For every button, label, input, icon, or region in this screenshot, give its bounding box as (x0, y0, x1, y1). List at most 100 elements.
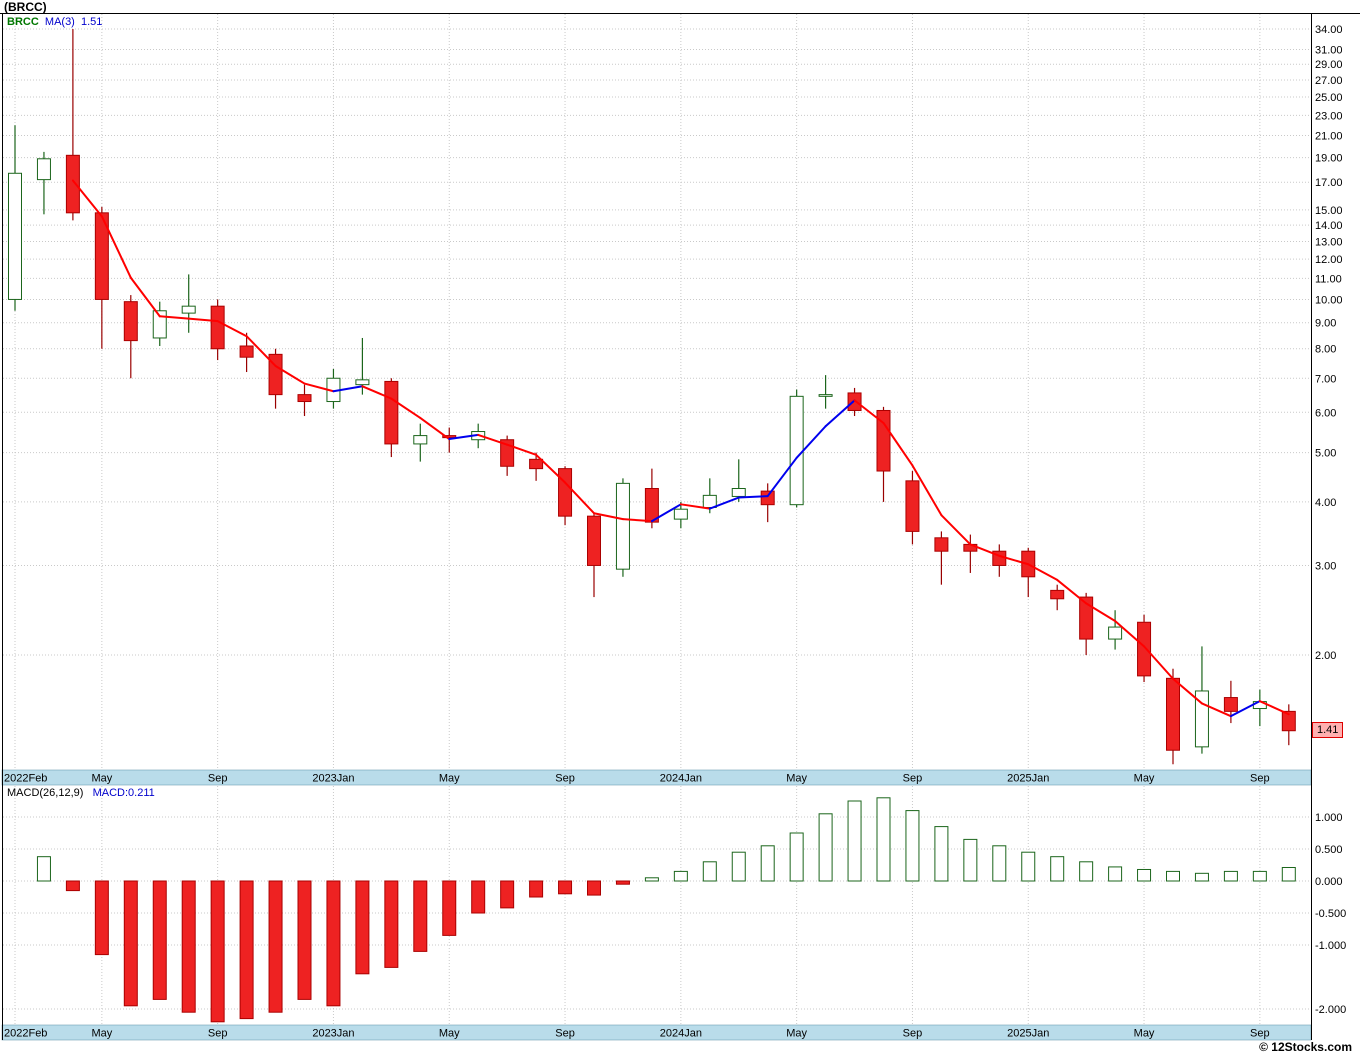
svg-text:2022Feb: 2022Feb (4, 1028, 47, 1040)
macd-bar-positive (644, 877, 659, 882)
axis-strips (1, 769, 1312, 1041)
svg-text:2024Jan: 2024Jan (660, 1028, 702, 1040)
month-axis-bottom: 2022Feb May Sep 2023Jan May Sep 2024Jan May Sep 2… (4, 1028, 1270, 1040)
svg-text:13.00: 13.00 (1315, 236, 1343, 248)
macd-bar-negative (268, 880, 283, 1013)
macd-bar-positive (963, 838, 978, 882)
svg-text:17.00: 17.00 (1315, 177, 1343, 189)
price-legend: BRCC MA(3) 1.51 (7, 16, 102, 28)
candle-body (152, 310, 167, 339)
candle-body (673, 508, 688, 520)
candle-body (731, 488, 746, 497)
macd-bar-positive (1021, 851, 1036, 882)
svg-text:0.000: 0.000 (1315, 876, 1343, 888)
macd-bar-negative (471, 880, 486, 914)
candle-body (789, 395, 804, 506)
chart-frame (0, 13, 1360, 1040)
macd-bar-positive (1281, 866, 1296, 882)
svg-text:2025Jan: 2025Jan (1007, 1028, 1049, 1040)
macd-bar-negative (181, 880, 196, 1013)
svg-text:Sep: Sep (903, 1028, 923, 1040)
svg-text:May: May (786, 1028, 807, 1040)
macd-bar-negative (500, 880, 515, 909)
svg-text:2023Jan: 2023Jan (312, 773, 354, 785)
svg-text:1.000: 1.000 (1315, 812, 1343, 824)
candle-body (297, 394, 312, 403)
legend-ma-value: 1.51 (80, 16, 103, 28)
svg-text:May: May (439, 1028, 460, 1040)
macd-legend: MACD(26,12,9) MACD:0.211 (7, 787, 155, 799)
svg-text:May: May (91, 773, 112, 785)
candle-body (36, 158, 51, 181)
macd-bar-positive (1166, 870, 1180, 882)
macd-bar-negative (94, 880, 109, 956)
svg-text:Sep: Sep (208, 773, 228, 785)
svg-text:Sep: Sep (208, 1028, 228, 1040)
svg-text:11.00: 11.00 (1315, 273, 1342, 285)
macd-bar-negative (413, 880, 428, 952)
macd-bar-negative (384, 880, 399, 968)
svg-text:-2.000: -2.000 (1315, 1004, 1346, 1016)
macd-bar-negative (355, 880, 370, 975)
candle-body (934, 537, 949, 552)
candle-body (384, 380, 399, 445)
macd-bar-positive (876, 797, 891, 882)
candle-body (181, 305, 196, 314)
svg-text:31.00: 31.00 (1315, 44, 1343, 56)
month-axis-top: 2022Feb May Sep 2023Jan May Sep 2024Jan May Sep 2… (4, 773, 1270, 785)
svg-text:-0.500: -0.500 (1315, 908, 1346, 920)
macd-bar-positive (1137, 868, 1152, 882)
candle-body (65, 154, 80, 214)
svg-text:9.00: 9.00 (1315, 318, 1336, 330)
watermark: © 12Stocks.com (1259, 1040, 1352, 1054)
svg-text:8.00: 8.00 (1315, 344, 1336, 356)
candle-body (1079, 596, 1094, 640)
macd-value: MACD:0.211 (92, 787, 155, 799)
svg-text:May: May (91, 1028, 112, 1040)
macd-bar-positive (789, 832, 804, 882)
svg-text:34.00: 34.00 (1315, 24, 1343, 36)
macd-bar-positive (905, 810, 920, 882)
macd-bar-positive (1079, 861, 1094, 882)
candle-body (1223, 697, 1238, 712)
svg-text:3.00: 3.00 (1315, 560, 1336, 572)
macd-bar-negative (297, 880, 312, 1000)
macd-bar-negative (442, 880, 457, 936)
macd-bar-positive (1252, 870, 1267, 882)
macd-bar-positive (673, 870, 688, 882)
svg-text:Sep: Sep (555, 773, 575, 785)
svg-text:19.00: 19.00 (1315, 153, 1343, 165)
macd-label: MACD(26,12,9) (7, 787, 84, 799)
svg-text:15.00: 15.00 (1315, 205, 1343, 217)
svg-text:May: May (786, 773, 807, 785)
last-price-tag: 1.41 (1312, 721, 1344, 738)
svg-text:6.00: 6.00 (1315, 407, 1336, 419)
candle-body (413, 435, 428, 445)
macd-bar-positive (760, 845, 775, 882)
legend-ma-label: MA(3) (44, 16, 75, 28)
svg-text:May: May (1134, 1028, 1155, 1040)
svg-text:2.00: 2.00 (1315, 650, 1336, 662)
macd-bar-positive (1108, 866, 1123, 882)
svg-text:25.00: 25.00 (1315, 92, 1343, 104)
macd-bar-positive (36, 856, 51, 882)
svg-text:4.00: 4.00 (1315, 497, 1336, 509)
macd-bar-positive (818, 813, 833, 882)
candle-body (644, 488, 659, 523)
svg-text:29.00: 29.00 (1315, 59, 1343, 71)
macd-bar-negative (152, 880, 167, 1000)
macd-bar-negative (239, 880, 254, 1020)
candle-body (615, 482, 630, 570)
macd-bar-negative (558, 880, 573, 895)
chart-title: (BRCC) (4, 0, 47, 14)
macd-histogram (36, 797, 1296, 1023)
candle-body (355, 379, 370, 386)
svg-text:0.500: 0.500 (1315, 844, 1343, 856)
candle-body (702, 494, 717, 508)
macd-bar-negative (210, 880, 225, 1023)
macd-bar-negative (615, 880, 630, 885)
macd-bar-positive (847, 800, 862, 882)
svg-text:Sep: Sep (1250, 773, 1270, 785)
